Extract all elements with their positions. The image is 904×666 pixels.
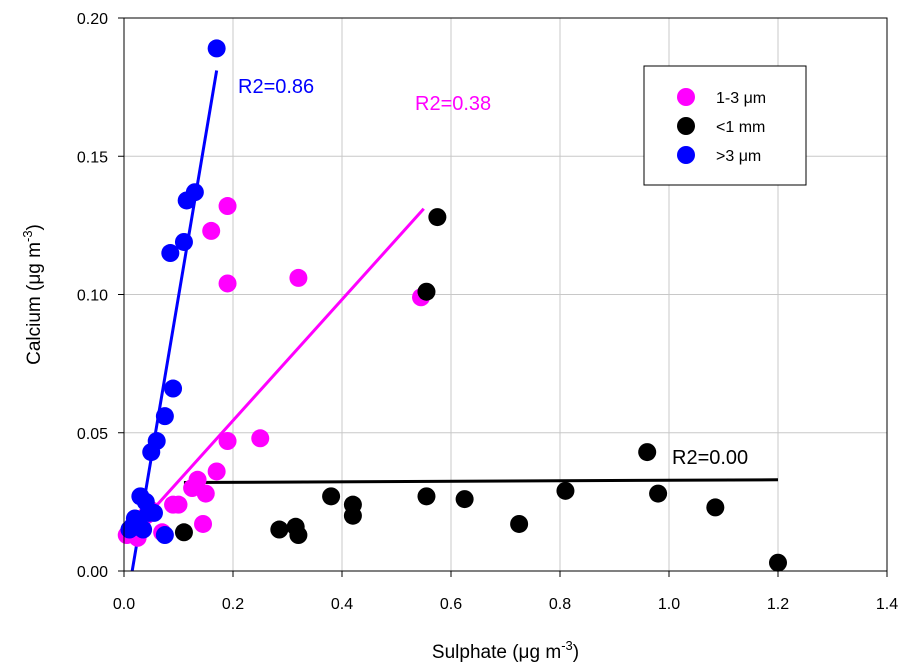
y-tick-label: 0.20 (77, 11, 108, 28)
point-fine (218, 197, 237, 216)
point-coarse (289, 526, 308, 545)
x-tick-label: 1.0 (658, 596, 680, 613)
point-coarse (428, 208, 447, 227)
legend: 1-3 μm <1 mm >3 μm (643, 65, 807, 186)
x-axis-ticks: 0.0 0.2 0.4 0.6 0.8 1.0 1.2 1.4 (113, 571, 898, 613)
y-tick-label: 0.15 (77, 149, 108, 166)
legend-marker-large (677, 146, 695, 164)
legend-label-large: >3 μm (716, 148, 761, 165)
legend-box (643, 65, 807, 186)
y-axis-ticks: 0.00 0.05 0.10 0.15 0.20 (77, 11, 124, 581)
point-fine (188, 470, 207, 489)
point-fine (207, 462, 226, 481)
point-large (185, 183, 204, 202)
point-coarse (174, 523, 193, 542)
point-fine (289, 268, 308, 287)
x-tick-label: 0.4 (331, 596, 353, 613)
point-fine (169, 495, 188, 514)
point-coarse (556, 481, 575, 500)
point-large (134, 520, 153, 539)
data-points (117, 39, 787, 572)
legend-label-fine: 1-3 μm (716, 90, 766, 107)
trend-line-coarse (183, 478, 779, 485)
point-large (144, 503, 163, 522)
point-coarse (417, 282, 436, 301)
point-large (174, 232, 193, 251)
point-coarse (343, 506, 362, 525)
y-tick-label: 0.05 (77, 426, 108, 443)
x-tick-label: 0.8 (549, 596, 571, 613)
point-coarse (649, 484, 668, 503)
point-coarse (455, 490, 474, 509)
x-axis-title: Sulphate (μg m-3) (432, 638, 579, 663)
point-fine (202, 221, 221, 240)
y-tick-label: 0.10 (77, 288, 108, 305)
r2-labels: R2=0.38 R2=0.00 R2=0.86 (238, 76, 748, 469)
r2-label-large: R2=0.86 (238, 76, 314, 98)
r2-label-fine: R2=0.38 (415, 93, 491, 115)
trend-lines (130, 70, 779, 572)
x-tick-label: 0.0 (113, 596, 135, 613)
x-tick-label: 1.4 (876, 596, 898, 613)
point-coarse (270, 520, 289, 539)
legend-marker-coarse (677, 117, 695, 135)
x-tick-label: 1.2 (767, 596, 789, 613)
trend-line-large (130, 70, 219, 572)
y-axis-title: Calcium (μg m-3) (20, 224, 45, 365)
point-large (155, 526, 174, 545)
legend-label-coarse: <1 mm (716, 119, 765, 136)
point-fine (194, 514, 213, 533)
point-coarse (769, 553, 787, 572)
legend-marker-fine (677, 88, 695, 106)
trend-line-fine (133, 207, 425, 531)
point-coarse (706, 498, 725, 517)
y-tick-label: 0.00 (77, 564, 108, 581)
point-coarse (417, 487, 436, 506)
x-tick-label: 0.6 (440, 596, 462, 613)
point-large (161, 244, 180, 263)
r2-label-coarse: R2=0.00 (672, 447, 748, 469)
point-fine (218, 274, 237, 293)
point-large (147, 432, 166, 451)
point-large (164, 379, 183, 398)
point-fine (196, 484, 215, 503)
point-large (155, 407, 174, 426)
point-coarse (638, 443, 657, 462)
point-large (207, 39, 226, 58)
point-coarse (510, 514, 529, 533)
point-coarse (322, 487, 341, 506)
point-fine (218, 432, 237, 451)
x-tick-label: 0.2 (222, 596, 244, 613)
point-fine (251, 429, 270, 448)
